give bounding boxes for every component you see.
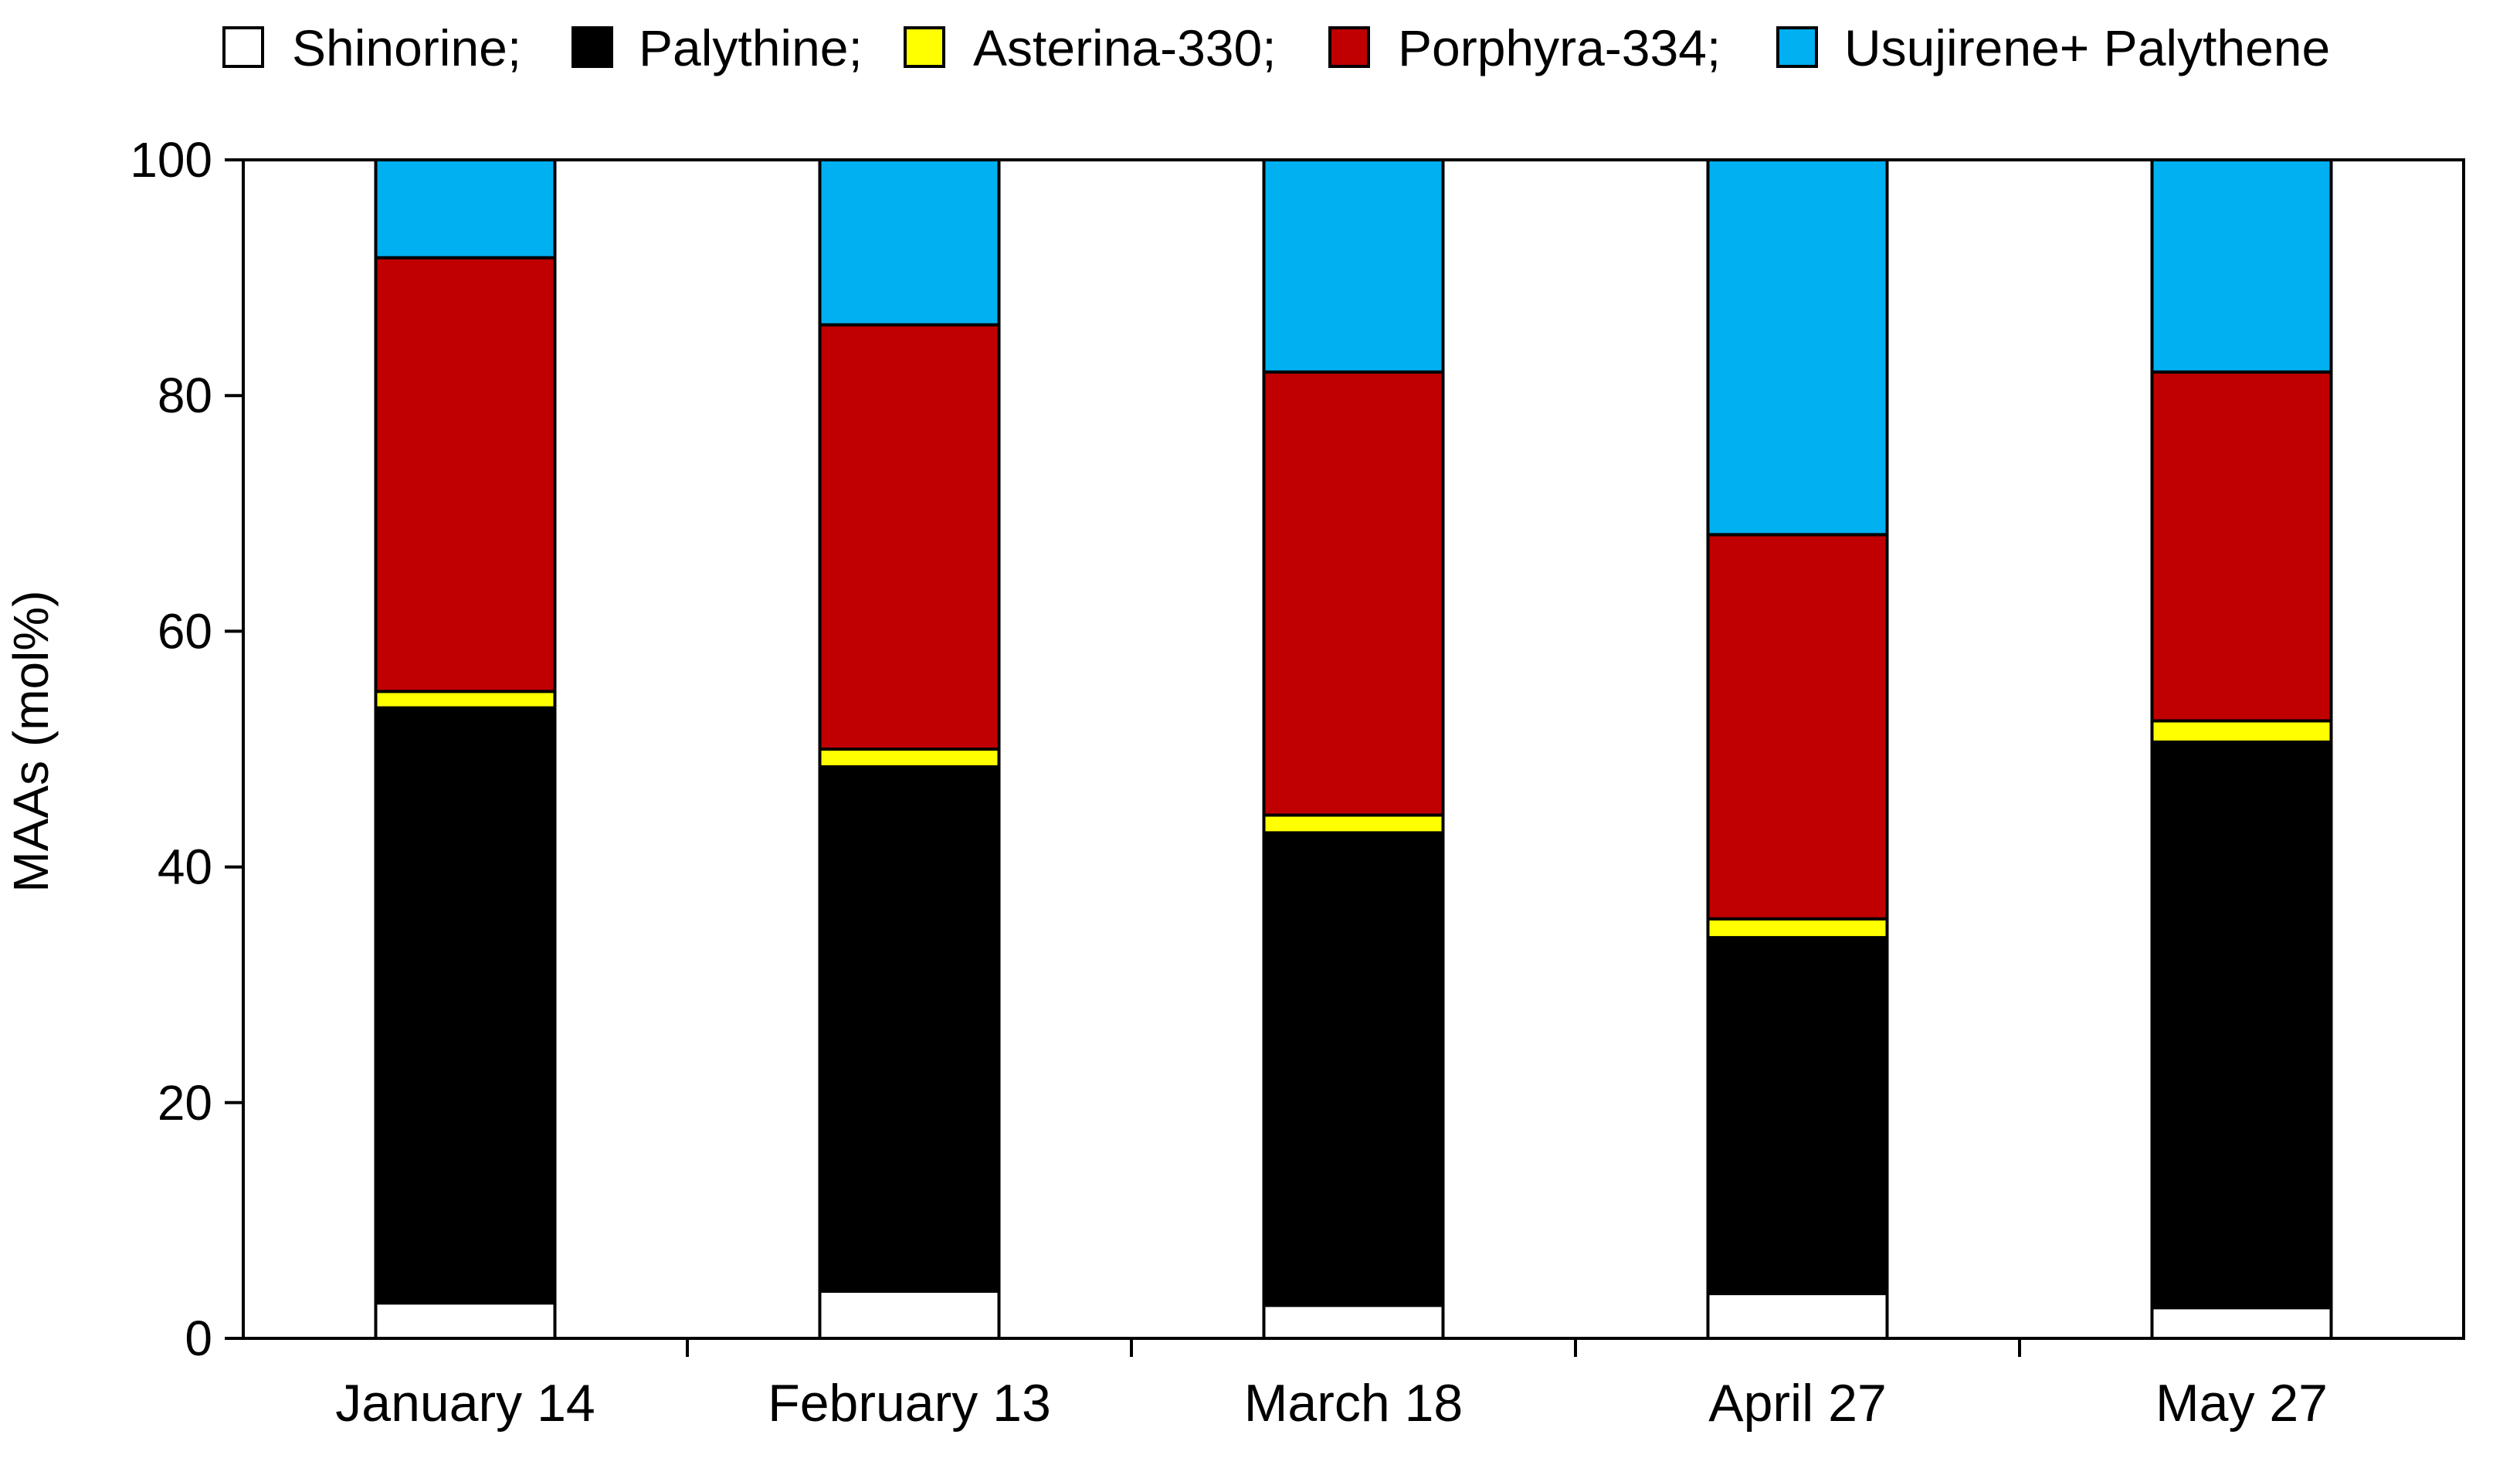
legend: Shinorine; Palythine; Asterina-330; Porphyr… [222, 19, 2330, 76]
y-tick-label: 80 [158, 368, 212, 423]
bar-palythine-february-13 [818, 765, 1001, 1293]
bar-palythine-may-27 [2150, 740, 2333, 1310]
y-tick-label: 0 [185, 1311, 212, 1366]
legend-label-asterina-330: Asterina-330; [973, 19, 1277, 76]
bar-usujirene-palythene-may-27 [2150, 158, 2333, 374]
plot-frame [242, 158, 2465, 1340]
bar-porphyra-334-april-27 [1706, 533, 1889, 921]
bar-shinorine-april-27 [1706, 1292, 1889, 1340]
legend-label-palythine: Palythine; [639, 19, 863, 76]
bar-asterina-330-may-27 [2150, 719, 2333, 744]
x-tick-label: February 13 [768, 1374, 1051, 1433]
legend-label-porphyra-334: Porphyra-334; [1398, 19, 1721, 76]
bar-palythine-january-14 [374, 706, 557, 1305]
bar-asterina-330-february-13 [818, 748, 1001, 768]
legend-swatch-usujirene-palythene [1776, 26, 1818, 68]
bar-porphyra-334-january-14 [374, 256, 557, 694]
x-tick-label: January 14 [335, 1374, 595, 1433]
bars [374, 158, 2333, 1341]
bar-asterina-330-january-14 [374, 690, 557, 710]
axes: January 14 February 13 March 18 April 27 May… [130, 132, 2465, 1433]
bar-usujirene-palythene-april-27 [1706, 158, 1889, 537]
x-tick-label: April 27 [1708, 1374, 1887, 1433]
y-tick-label: 60 [158, 603, 212, 659]
legend-swatch-porphyra-334 [1328, 26, 1370, 68]
x-tick-label: May 27 [2155, 1374, 2328, 1433]
bar-shinorine-march-18 [1262, 1304, 1445, 1341]
bar-shinorine-may-27 [2150, 1306, 2333, 1341]
bar-usujirene-palythene-february-13 [818, 158, 1001, 327]
y-tick-label: 20 [158, 1075, 212, 1131]
legend-label-usujirene-palythene: Usujirene+ Palythene [1844, 19, 2330, 76]
bar-asterina-330-march-18 [1262, 813, 1445, 835]
y-axis-title: MAAs (mol%) [3, 590, 59, 892]
bar-palythine-march-18 [1262, 831, 1445, 1307]
bar-porphyra-334-february-13 [818, 323, 1001, 751]
bar-asterina-330-april-27 [1706, 917, 1889, 940]
bar-porphyra-334-may-27 [2150, 370, 2333, 723]
y-tick-label: 100 [130, 132, 212, 188]
bar-shinorine-january-14 [374, 1301, 557, 1340]
bar-shinorine-february-13 [818, 1290, 1001, 1340]
bar-usujirene-palythene-march-18 [1262, 158, 1445, 374]
legend-swatch-shinorine [222, 26, 264, 68]
bar-porphyra-334-march-18 [1262, 370, 1445, 817]
legend-label-shinorine: Shinorine; [292, 19, 521, 76]
legend-swatch-palythine [571, 26, 613, 68]
x-tick-label: March 18 [1244, 1374, 1463, 1433]
bar-palythine-april-27 [1706, 936, 1889, 1296]
bar-usujirene-palythene-january-14 [374, 158, 557, 259]
legend-swatch-asterina-330 [904, 26, 945, 68]
y-tick-label: 40 [158, 839, 212, 895]
